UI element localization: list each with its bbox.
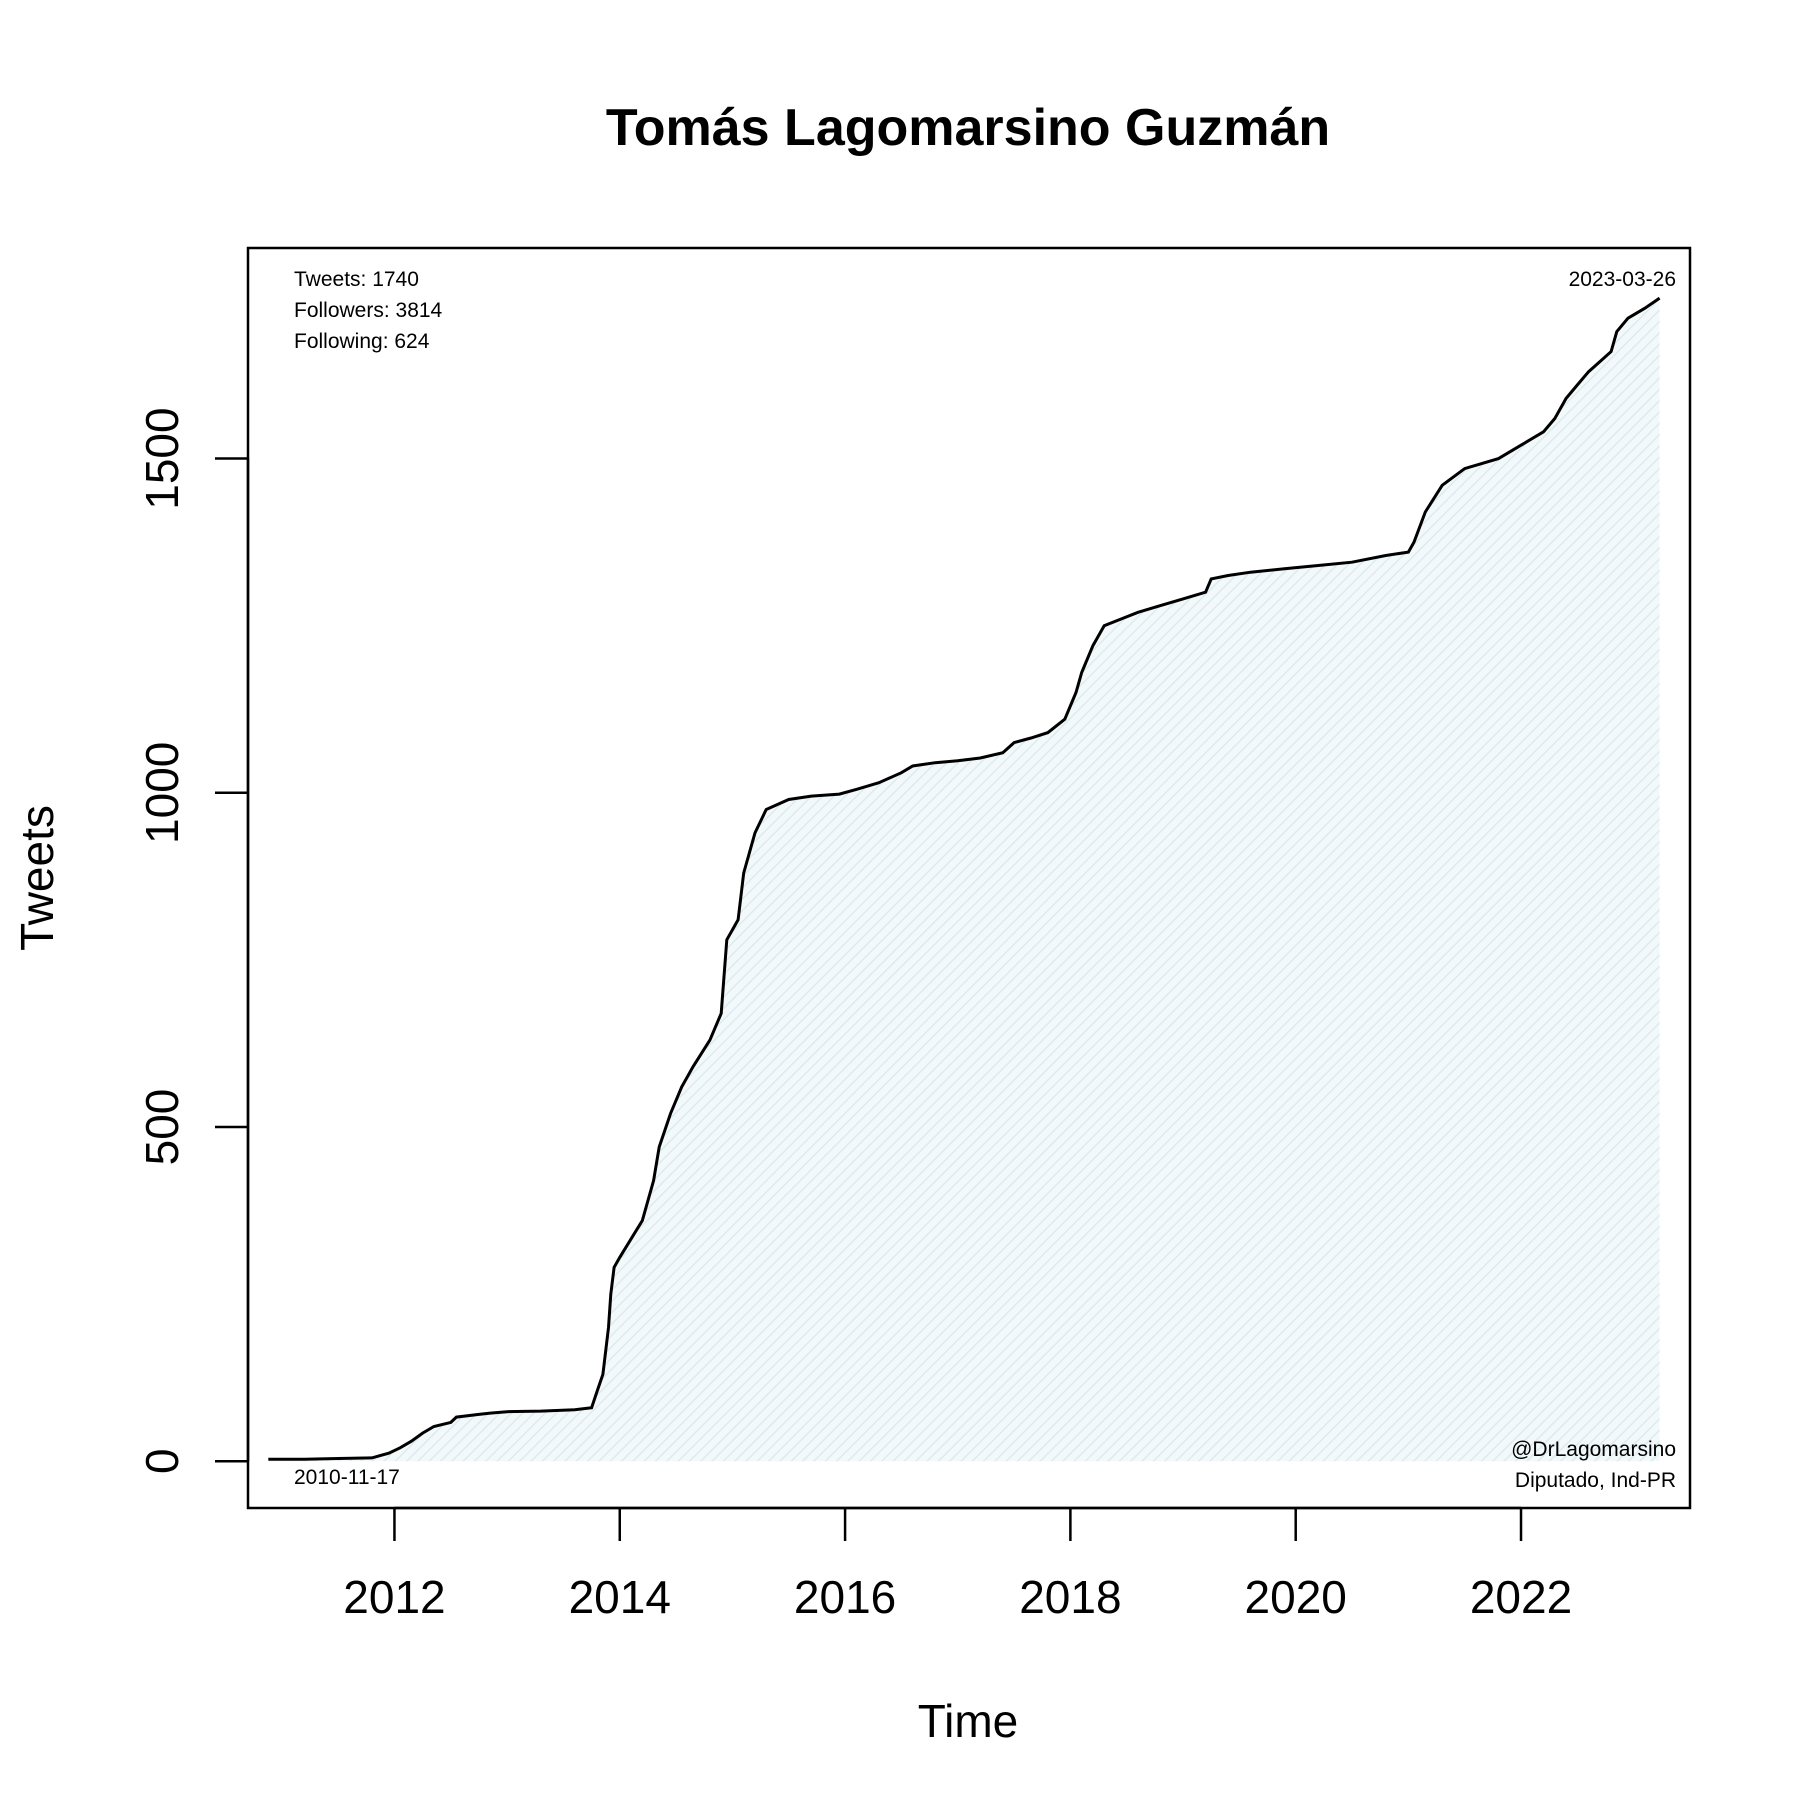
end-date-label: 2023-03-26 — [1569, 268, 1676, 291]
y-tick-label: 500 — [136, 1089, 188, 1166]
x-tick-label: 2014 — [569, 1571, 671, 1623]
series-area-fill — [268, 298, 1660, 1462]
chart-title: Tomás Lagomarsino Guzmán — [606, 99, 1330, 157]
x-tick-label: 2016 — [794, 1571, 896, 1623]
y-axis-label: Tweets — [11, 805, 63, 951]
stat-followers: Followers: 3814 — [294, 299, 443, 322]
x-axis-label: Time — [918, 1695, 1019, 1747]
x-tick-label: 2018 — [1019, 1571, 1121, 1623]
series-line — [268, 296, 1661, 1461]
x-tick-label: 2012 — [343, 1571, 445, 1623]
handle-label: @DrLagomarsino — [1511, 1438, 1676, 1461]
stat-following: Following: 624 — [294, 330, 430, 353]
stat-tweets: Tweets: 1740 — [294, 268, 419, 291]
x-tick-label: 2022 — [1470, 1571, 1572, 1623]
x-tick-label: 2020 — [1245, 1571, 1347, 1623]
y-tick-label: 1000 — [136, 742, 188, 844]
affiliation-label: Diputado, Ind-PR — [1515, 1469, 1676, 1492]
start-date-label: 2010-11-17 — [294, 1466, 400, 1489]
y-axis: 0 500 1000 1500 — [136, 407, 250, 1474]
y-tick-label: 0 — [136, 1448, 188, 1474]
y-tick-label: 1500 — [136, 407, 188, 509]
x-axis: 2012 2014 2016 2018 2020 2022 — [343, 1506, 1572, 1623]
